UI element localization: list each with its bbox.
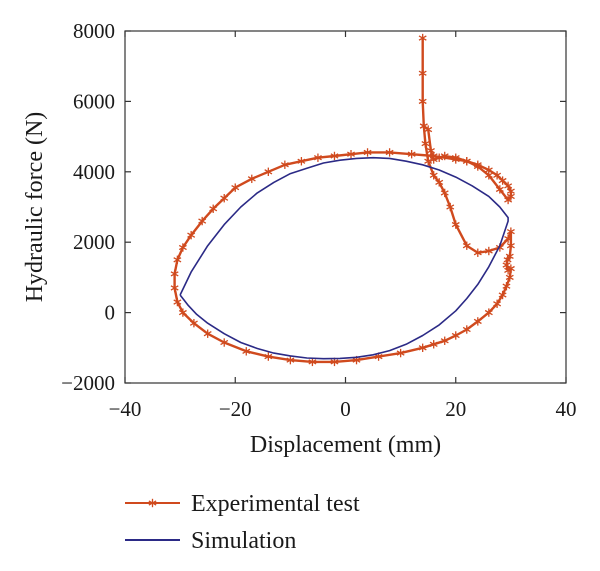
series-line-simulation — [179, 156, 509, 360]
data-point-experimental-test — [493, 171, 502, 180]
data-point-experimental-test — [451, 153, 460, 162]
data-point-experimental-test — [220, 338, 229, 347]
data-point-experimental-test — [407, 150, 416, 159]
data-point-experimental-test — [503, 255, 512, 264]
y-tick-label: 8000 — [73, 19, 115, 43]
data-point-experimental-test — [502, 260, 511, 270]
data-point-experimental-test — [484, 308, 493, 317]
data-point-experimental-test — [435, 178, 444, 187]
data-point-experimental-test — [173, 255, 182, 264]
data-point-experimental-test — [231, 183, 240, 192]
data-point-experimental-test — [473, 162, 482, 171]
data-point-experimental-test — [418, 343, 427, 352]
y-tick-label: 6000 — [73, 89, 115, 113]
data-point-experimental-test — [313, 153, 322, 162]
data-point-experimental-test — [418, 97, 427, 106]
data-point-experimental-test — [418, 69, 427, 78]
data-point-experimental-test — [429, 171, 438, 180]
data-point-experimental-test — [498, 290, 507, 300]
data-point-experimental-test — [418, 33, 427, 43]
data-point-experimental-test — [385, 148, 394, 157]
data-point-experimental-test — [189, 318, 198, 328]
x-tick-label: 0 — [340, 397, 351, 421]
data-point-experimental-test — [484, 246, 493, 256]
data-point-experimental-test — [424, 157, 433, 166]
legend-entry-simulation: Simulation — [125, 528, 296, 554]
legend-marker-asterisk — [148, 498, 157, 508]
data-point-experimental-test — [504, 234, 513, 243]
data-point-experimental-test — [506, 241, 515, 250]
data-point-experimental-test — [330, 151, 339, 161]
data-point-experimental-test — [506, 264, 515, 273]
legend: Experimental test Simulation — [125, 491, 360, 554]
x-tick-label: −40 — [109, 397, 142, 421]
data-point-experimental-test — [462, 157, 471, 166]
data-point-experimental-test — [473, 317, 482, 326]
data-point-experimental-test — [170, 269, 179, 279]
legend-marker-experimental — [148, 498, 157, 508]
data-point-experimental-test — [308, 357, 317, 367]
data-point-experimental-test — [247, 174, 256, 184]
data-point-experimental-test — [347, 150, 355, 159]
data-point-experimental-test — [435, 153, 444, 162]
data-point-experimental-test — [363, 148, 372, 157]
y-tick-label: 2000 — [73, 230, 115, 254]
data-point-experimental-test — [446, 202, 455, 212]
data-point-experimental-test — [484, 171, 493, 180]
data-point-experimental-test — [502, 282, 511, 291]
data-point-experimental-test — [396, 348, 405, 358]
data-point-experimental-test — [440, 151, 449, 161]
data-point-experimental-test — [424, 125, 433, 134]
data-point-experimental-test — [178, 308, 187, 317]
x-axis-title: Displacement (mm) — [250, 432, 441, 458]
data-point-experimental-test — [462, 241, 471, 250]
data-point-experimental-test — [286, 355, 295, 365]
data-point-experimental-test — [209, 204, 218, 213]
x-tick-label: 40 — [556, 397, 577, 421]
data-point-experimental-test — [440, 336, 449, 345]
tick-layer: −40 −20 0 20 40 −2000 0 2000 4000 6000 8000 — [61, 19, 576, 421]
data-point-experimental-test — [429, 155, 438, 164]
data-point-experimental-test — [242, 347, 251, 356]
data-point-experimental-test — [451, 220, 460, 229]
data-point-experimental-test — [421, 139, 430, 148]
y-tick-label: 4000 — [73, 160, 115, 184]
data-point-experimental-test — [426, 146, 435, 155]
y-tick-label: 0 — [105, 301, 116, 325]
data-point-experimental-test — [419, 121, 428, 131]
data-point-experimental-test — [495, 185, 504, 194]
data-point-experimental-test — [297, 157, 306, 166]
legend-label-experimental: Experimental test — [191, 491, 360, 517]
data-point-experimental-test — [473, 248, 482, 257]
series-line-experimental-test — [173, 38, 513, 364]
data-point-experimental-test — [451, 331, 460, 340]
data-point-experimental-test — [198, 216, 207, 226]
data-point-experimental-test — [187, 230, 196, 240]
y-tick-label: −2000 — [61, 371, 115, 395]
data-point-experimental-test — [264, 352, 273, 361]
x-tick-label: 20 — [445, 397, 466, 421]
data-point-experimental-test — [462, 325, 471, 334]
legend-entry-experimental: Experimental test — [125, 491, 360, 517]
data-point-experimental-test — [173, 297, 182, 307]
legend-label-simulation: Simulation — [191, 528, 296, 554]
plot-area: −40 −20 0 20 40 −2000 0 2000 4000 6000 8000 — [61, 19, 576, 421]
data-point-experimental-test — [506, 227, 515, 236]
data-point-experimental-test — [429, 340, 438, 349]
data-point-experimental-test — [498, 176, 507, 185]
data-point-experimental-test — [220, 194, 229, 203]
data-point-experimental-test — [178, 243, 187, 252]
series-layer — [170, 33, 515, 367]
data-point-experimental-test — [203, 329, 212, 338]
data-point-experimental-test — [504, 195, 513, 205]
data-point-experimental-test — [264, 167, 273, 176]
y-axis-title: Hydraulic force (N) — [22, 112, 48, 303]
data-point-experimental-test — [440, 188, 449, 198]
x-tick-label: −20 — [219, 397, 252, 421]
data-point-experimental-test — [505, 273, 514, 282]
data-point-experimental-test — [170, 283, 179, 293]
data-point-experimental-test — [280, 160, 289, 169]
data-point-experimental-test — [493, 299, 502, 308]
